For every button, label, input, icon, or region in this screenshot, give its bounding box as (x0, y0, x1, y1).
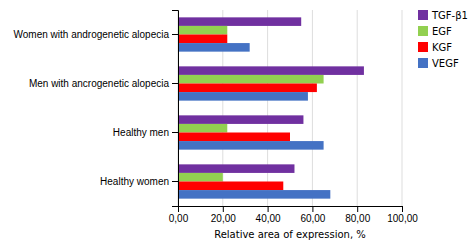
bar (178, 43, 250, 52)
legend-swatch (418, 42, 428, 52)
x-tick: 60,00 (300, 206, 325, 224)
bar-series (178, 43, 330, 199)
x-tick-label: 20,00 (211, 213, 236, 224)
bar-series (178, 26, 324, 182)
x-tick-label: 60,00 (300, 213, 325, 224)
grid (178, 10, 402, 206)
bar (178, 164, 294, 173)
bar (178, 173, 223, 182)
bar (178, 75, 324, 84)
x-tick: 80,00 (345, 206, 370, 224)
chart: 0,00 20,00 40,00 60,00 80,00 100,00 Healthy wo… (0, 0, 474, 244)
x-tick-mark (268, 206, 269, 212)
grid-line (402, 10, 403, 206)
legend-item: TGF-β1 (418, 10, 468, 21)
bar (178, 35, 227, 44)
bar (178, 84, 317, 93)
x-tick-label: 0,00 (169, 213, 189, 224)
legend-label: EGF (432, 26, 452, 37)
x-tick-mark (312, 206, 313, 212)
x-tick-label: 100,00 (387, 213, 418, 224)
legend-label: KGF (432, 42, 452, 53)
y-tick-mark (172, 181, 178, 182)
bar (178, 124, 227, 133)
x-tick-mark (223, 206, 224, 212)
bar (178, 115, 303, 124)
x-tick-mark (402, 206, 403, 212)
legend-item: VEGF (418, 58, 459, 69)
legend-item: KGF (418, 42, 452, 53)
y-tick-label: Healthy men (113, 127, 169, 138)
y-tick: Women with androgenetic alopecia (14, 29, 178, 40)
bar (178, 182, 283, 191)
y-tick-mark (172, 34, 178, 35)
legend-swatch (418, 10, 428, 20)
bar-series (178, 17, 364, 173)
y-tick: Men with ancrogenetic alopecia (29, 78, 178, 89)
x-tick-mark (357, 206, 358, 212)
y-axis: Healthy women Healthy men Men with ancroge… (14, 11, 179, 207)
y-tick-label: Men with ancrogenetic alopecia (29, 78, 170, 89)
y-tick-mark (172, 83, 178, 84)
x-axis-title: Relative area of expression, % (214, 229, 366, 240)
grid-line (357, 10, 358, 206)
bar (178, 190, 330, 199)
x-tick: 20,00 (211, 206, 236, 224)
legend: TGF-β1 EGF KGF VEGF (418, 10, 468, 69)
y-axis-line (172, 11, 179, 207)
legend-swatch (418, 58, 428, 68)
y-tick-label: Women with androgenetic alopecia (14, 29, 170, 40)
bar-series (178, 35, 317, 191)
bar (178, 141, 324, 150)
x-tick: 40,00 (256, 206, 281, 224)
bar (178, 66, 364, 75)
x-tick: 100,00 (387, 206, 418, 224)
legend-label: VEGF (432, 58, 459, 69)
bar (178, 17, 301, 26)
x-axis: 0,00 20,00 40,00 60,00 80,00 100,00 (169, 206, 418, 224)
x-tick: 0,00 (169, 206, 189, 224)
bar (178, 26, 227, 35)
x-tick-label: 40,00 (256, 213, 281, 224)
grid-line (267, 10, 268, 206)
y-tick: Healthy men (113, 127, 178, 138)
grid-line (312, 10, 313, 206)
y-tick-label: Healthy women (100, 176, 169, 187)
bar (178, 133, 290, 142)
legend-swatch (418, 26, 428, 36)
x-axis-line (179, 207, 403, 213)
x-tick-label: 80,00 (345, 213, 370, 224)
legend-item: EGF (418, 26, 452, 37)
y-tick: Healthy women (100, 176, 178, 187)
plot: 0,00 20,00 40,00 60,00 80,00 100,00 Healthy wo… (14, 10, 468, 241)
bars (178, 17, 364, 198)
bar (178, 92, 308, 101)
legend-label: TGF-β1 (431, 10, 468, 21)
y-tick-mark (172, 132, 178, 133)
